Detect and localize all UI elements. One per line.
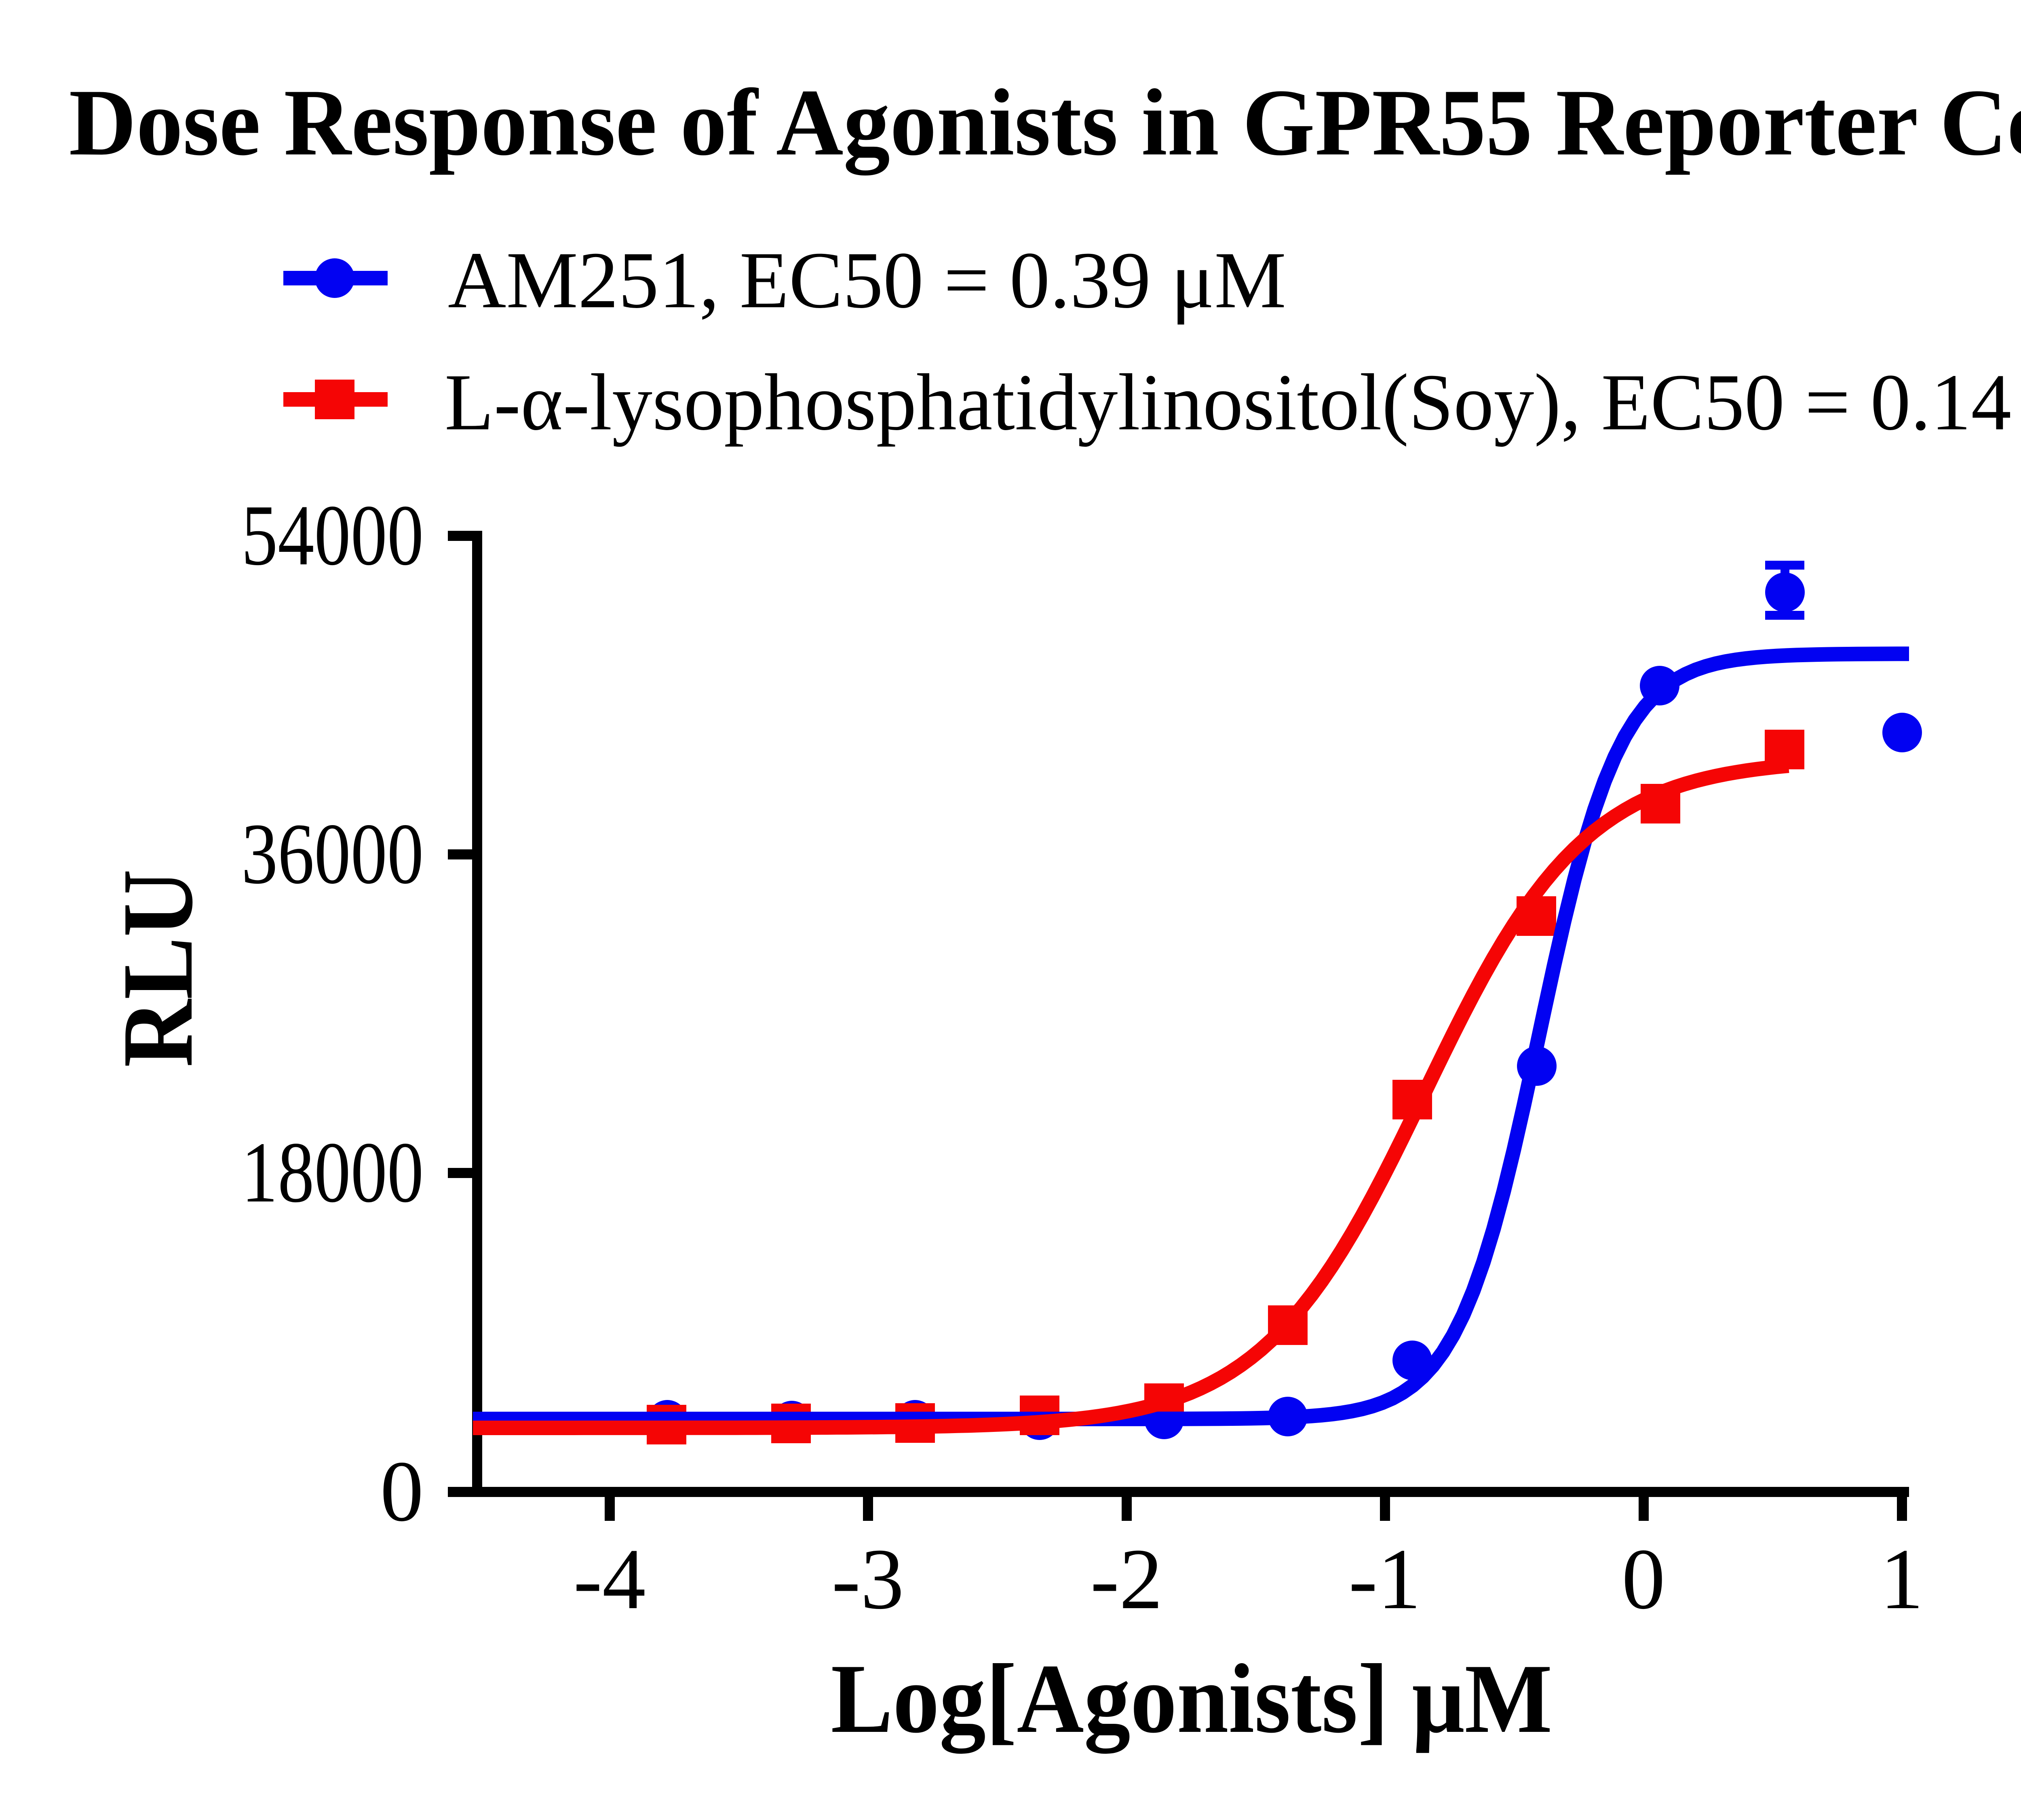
svg-text:54000: 54000	[241, 487, 424, 583]
svg-text:-3: -3	[831, 1531, 904, 1627]
svg-text:1: 1	[1880, 1531, 1924, 1627]
svg-text:RLU: RLU	[102, 869, 214, 1067]
svg-text:18000: 18000	[241, 1124, 424, 1220]
svg-text:Dose Response of Agonists in G: Dose Response of Agonists in GPR55 Repor…	[69, 70, 2021, 175]
svg-text:0: 0	[380, 1443, 424, 1539]
svg-text:-1: -1	[1348, 1531, 1421, 1627]
svg-text:Log[Agonists] μM: Log[Agonists] μM	[831, 1644, 1553, 1754]
svg-text:L-α-lysophosphatidylinositol(S: L-α-lysophosphatidylinositol(Soy), EC50 …	[445, 358, 2021, 447]
svg-text:AM251, EC50 = 0.39 μM: AM251, EC50 = 0.39 μM	[448, 236, 1286, 325]
svg-text:0: 0	[1622, 1531, 1665, 1627]
svg-text:-2: -2	[1090, 1531, 1162, 1627]
svg-text:-4: -4	[573, 1531, 646, 1627]
svg-text:36000: 36000	[241, 805, 424, 902]
